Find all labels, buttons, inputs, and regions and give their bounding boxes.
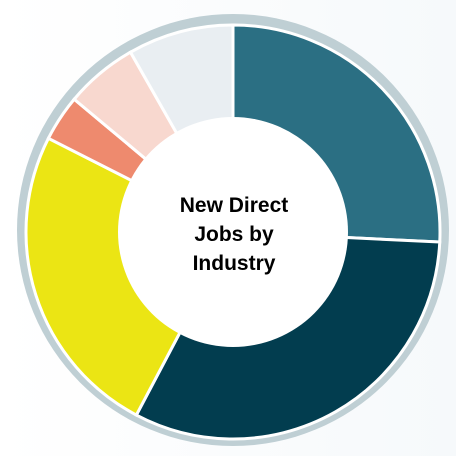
chart-title-text: New Direct Jobs by Industry (159, 191, 309, 278)
chart-title: New Direct Jobs by Industry (118, 118, 350, 350)
